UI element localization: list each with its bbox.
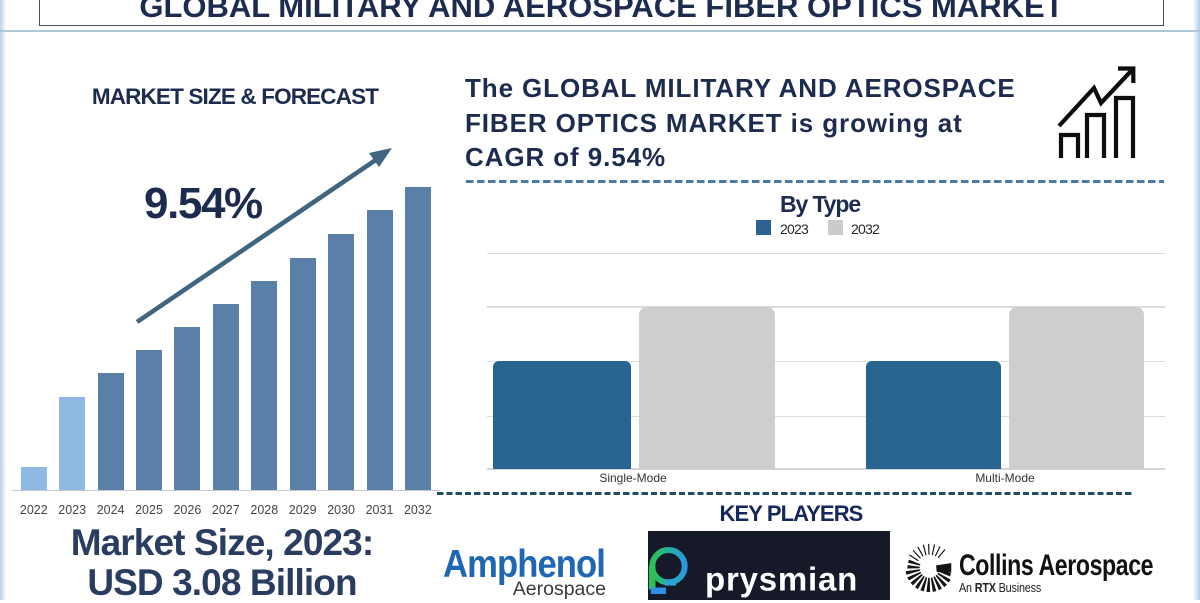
- svg-text:prysmian: prysmian: [705, 561, 858, 598]
